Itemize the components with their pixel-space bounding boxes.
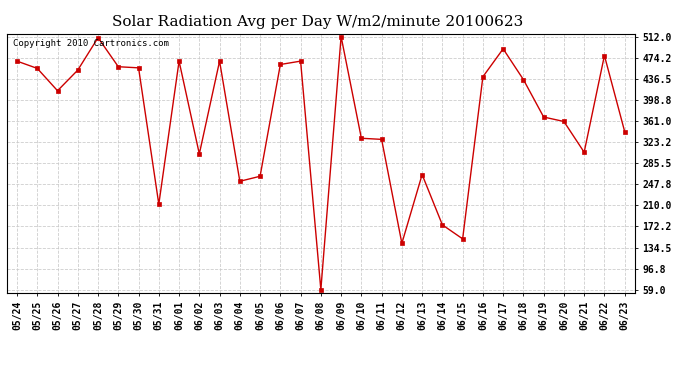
Text: Copyright 2010 Cartronics.com: Copyright 2010 Cartronics.com [13, 39, 169, 48]
Text: Solar Radiation Avg per Day W/m2/minute 20100623: Solar Radiation Avg per Day W/m2/minute … [112, 15, 523, 29]
